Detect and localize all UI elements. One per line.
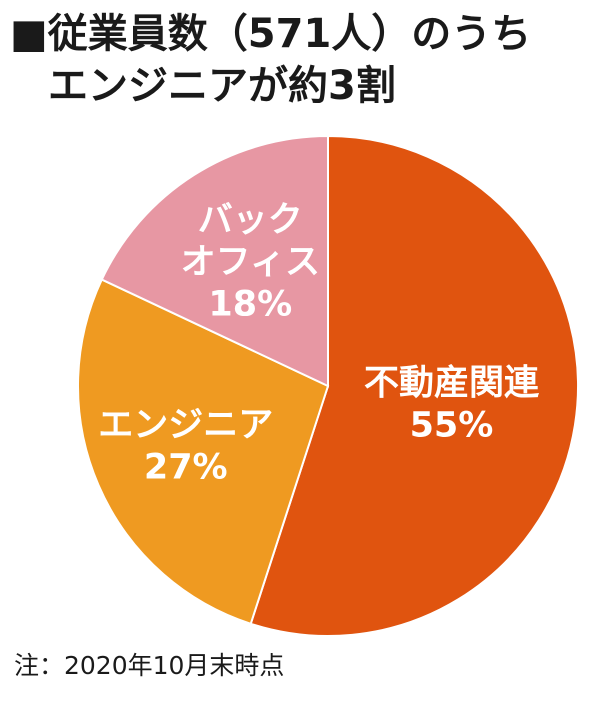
pie-slice-0 xyxy=(249,134,580,637)
square-bullet-icon: ■ xyxy=(10,11,48,57)
pie-slice-2 xyxy=(100,134,329,388)
footnote: 注：2020年10月末時点 xyxy=(14,651,285,680)
pie-value-label-1: 27% xyxy=(144,448,228,488)
chart-title-line-1: ■従業員数（571人）のうち xyxy=(10,8,590,60)
pie-category-label-0: 不動産関連 xyxy=(364,364,540,404)
pie-value-label-0: 55% xyxy=(410,406,494,446)
pie-category-label-1: エンジニア xyxy=(98,406,273,446)
chart-title: ■従業員数（571人）のうち エンジニアが約3割 xyxy=(10,8,590,112)
chart-title-text-1: 従業員数（571人）のうち xyxy=(47,11,532,57)
pie-value-label-2: 18% xyxy=(208,285,292,325)
pie-category-label-2: バック xyxy=(198,201,303,241)
pie-category-label-2: オフィス xyxy=(181,243,320,283)
pie-slice-1 xyxy=(77,278,330,626)
chart-title-line-2: エンジニアが約3割 xyxy=(48,63,396,109)
